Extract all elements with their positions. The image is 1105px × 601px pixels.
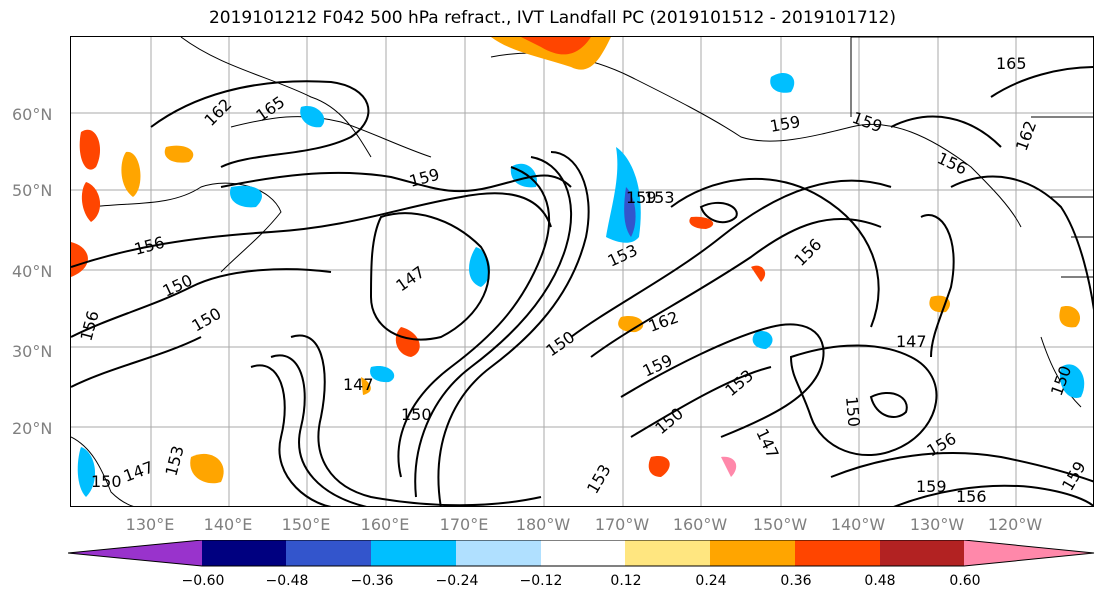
contour-label: 150 (651, 404, 687, 438)
lon-label-160w: 160°W (672, 515, 728, 534)
lon-label-150e: 150°E (281, 515, 331, 534)
contour-label: 156 (956, 487, 987, 506)
lat-label-30n: 30°N (12, 342, 53, 361)
colorbar-bin (456, 540, 541, 566)
contour-label: 147 (752, 426, 782, 462)
lon-label-130e: 130°E (125, 515, 175, 534)
contour-label: 150 (189, 304, 225, 336)
colorbar-bin (625, 540, 710, 566)
contour-label: 165 (252, 92, 288, 125)
graticule (71, 37, 1093, 506)
lon-label-140e: 140°E (203, 515, 253, 534)
colorbar-under-arrow (68, 540, 202, 566)
lon-label-180w: 180°W (515, 515, 571, 534)
contour-label: 156 (132, 233, 166, 259)
colorbar-bin (710, 540, 795, 566)
lon-label-140w: 140°W (830, 515, 886, 534)
contour-label: 156 (924, 429, 960, 461)
lon-label-170w: 170°W (594, 515, 650, 534)
contour-label: 159 (916, 477, 947, 496)
contour-label: 156 (934, 148, 970, 178)
coastlines (71, 37, 1093, 506)
contour-label: 159 (850, 108, 885, 136)
colorbar-tick: −0.60 (181, 573, 225, 589)
contour-label: 153 (162, 444, 188, 478)
colorbar-tick: −0.12 (519, 573, 563, 589)
colorbar-bin (371, 540, 456, 566)
colorbar-bin (286, 540, 371, 566)
height-contours (71, 66, 1093, 506)
colorbar-bin (202, 540, 286, 566)
contour-label: 159 (768, 112, 801, 136)
contour-label: 156 (77, 309, 103, 343)
contour-label: 159 (407, 165, 441, 191)
colorbar-tick: 0.12 (610, 573, 642, 589)
colorbar-tick: −0.48 (265, 573, 309, 589)
contour-label: 150 (542, 327, 578, 360)
colorbar-tick: −0.24 (435, 573, 479, 589)
map-svg: 162 165 159 156 150 156 150 147 159 153 … (71, 37, 1093, 506)
colorbar-tick: 0.24 (695, 573, 727, 589)
contour-label: 150 (401, 405, 432, 424)
contour-label: 156 (790, 235, 825, 270)
lon-label-160e: 160°E (360, 515, 410, 534)
contour-label: 150 (842, 396, 864, 428)
lon-label-170e: 170°E (439, 515, 489, 534)
contour-label: 159 (1058, 458, 1090, 494)
lat-label-40n: 40°N (12, 262, 53, 281)
contour-label: 147 (392, 262, 428, 295)
anomaly-shading (71, 37, 1085, 497)
colorbar (68, 540, 1095, 567)
lat-label-50n: 50°N (12, 181, 53, 200)
contour-label: 150 (160, 270, 196, 300)
lon-label-150w: 150°W (752, 515, 808, 534)
map-panel: 162 165 159 156 150 156 150 147 159 153 … (70, 36, 1094, 507)
contour-label: 162 (646, 307, 681, 335)
lat-label-60n: 60°N (12, 105, 53, 124)
contour-label: 147 (896, 332, 927, 351)
contour-label: 153 (583, 461, 615, 497)
colorbar-bin (541, 540, 625, 566)
lon-label-130w: 130°W (909, 515, 965, 534)
colorbar-tick: −0.36 (350, 573, 394, 589)
colorbar-bin (880, 540, 964, 566)
colorbar-tick: 0.48 (864, 573, 896, 589)
contour-label: 147 (343, 375, 374, 394)
colorbar-over-arrow (964, 540, 1094, 566)
contour-label: 162 (200, 95, 235, 130)
contour-label: 153 (721, 366, 757, 400)
contour-label: 153 (644, 188, 675, 207)
colorbar-tick: 0.60 (949, 573, 981, 589)
lat-label-20n: 20°N (12, 419, 53, 438)
contour-label: 159 (626, 188, 657, 207)
colorbar-tick: 0.36 (780, 573, 812, 589)
contour-label: 165 (996, 54, 1027, 73)
map-title: 2019101212 F042 500 hPa refract., IVT La… (208, 8, 896, 28)
colorbar-bin (795, 540, 880, 566)
contour-label: 150 (91, 472, 122, 491)
lon-label-120w: 120°W (987, 515, 1043, 534)
